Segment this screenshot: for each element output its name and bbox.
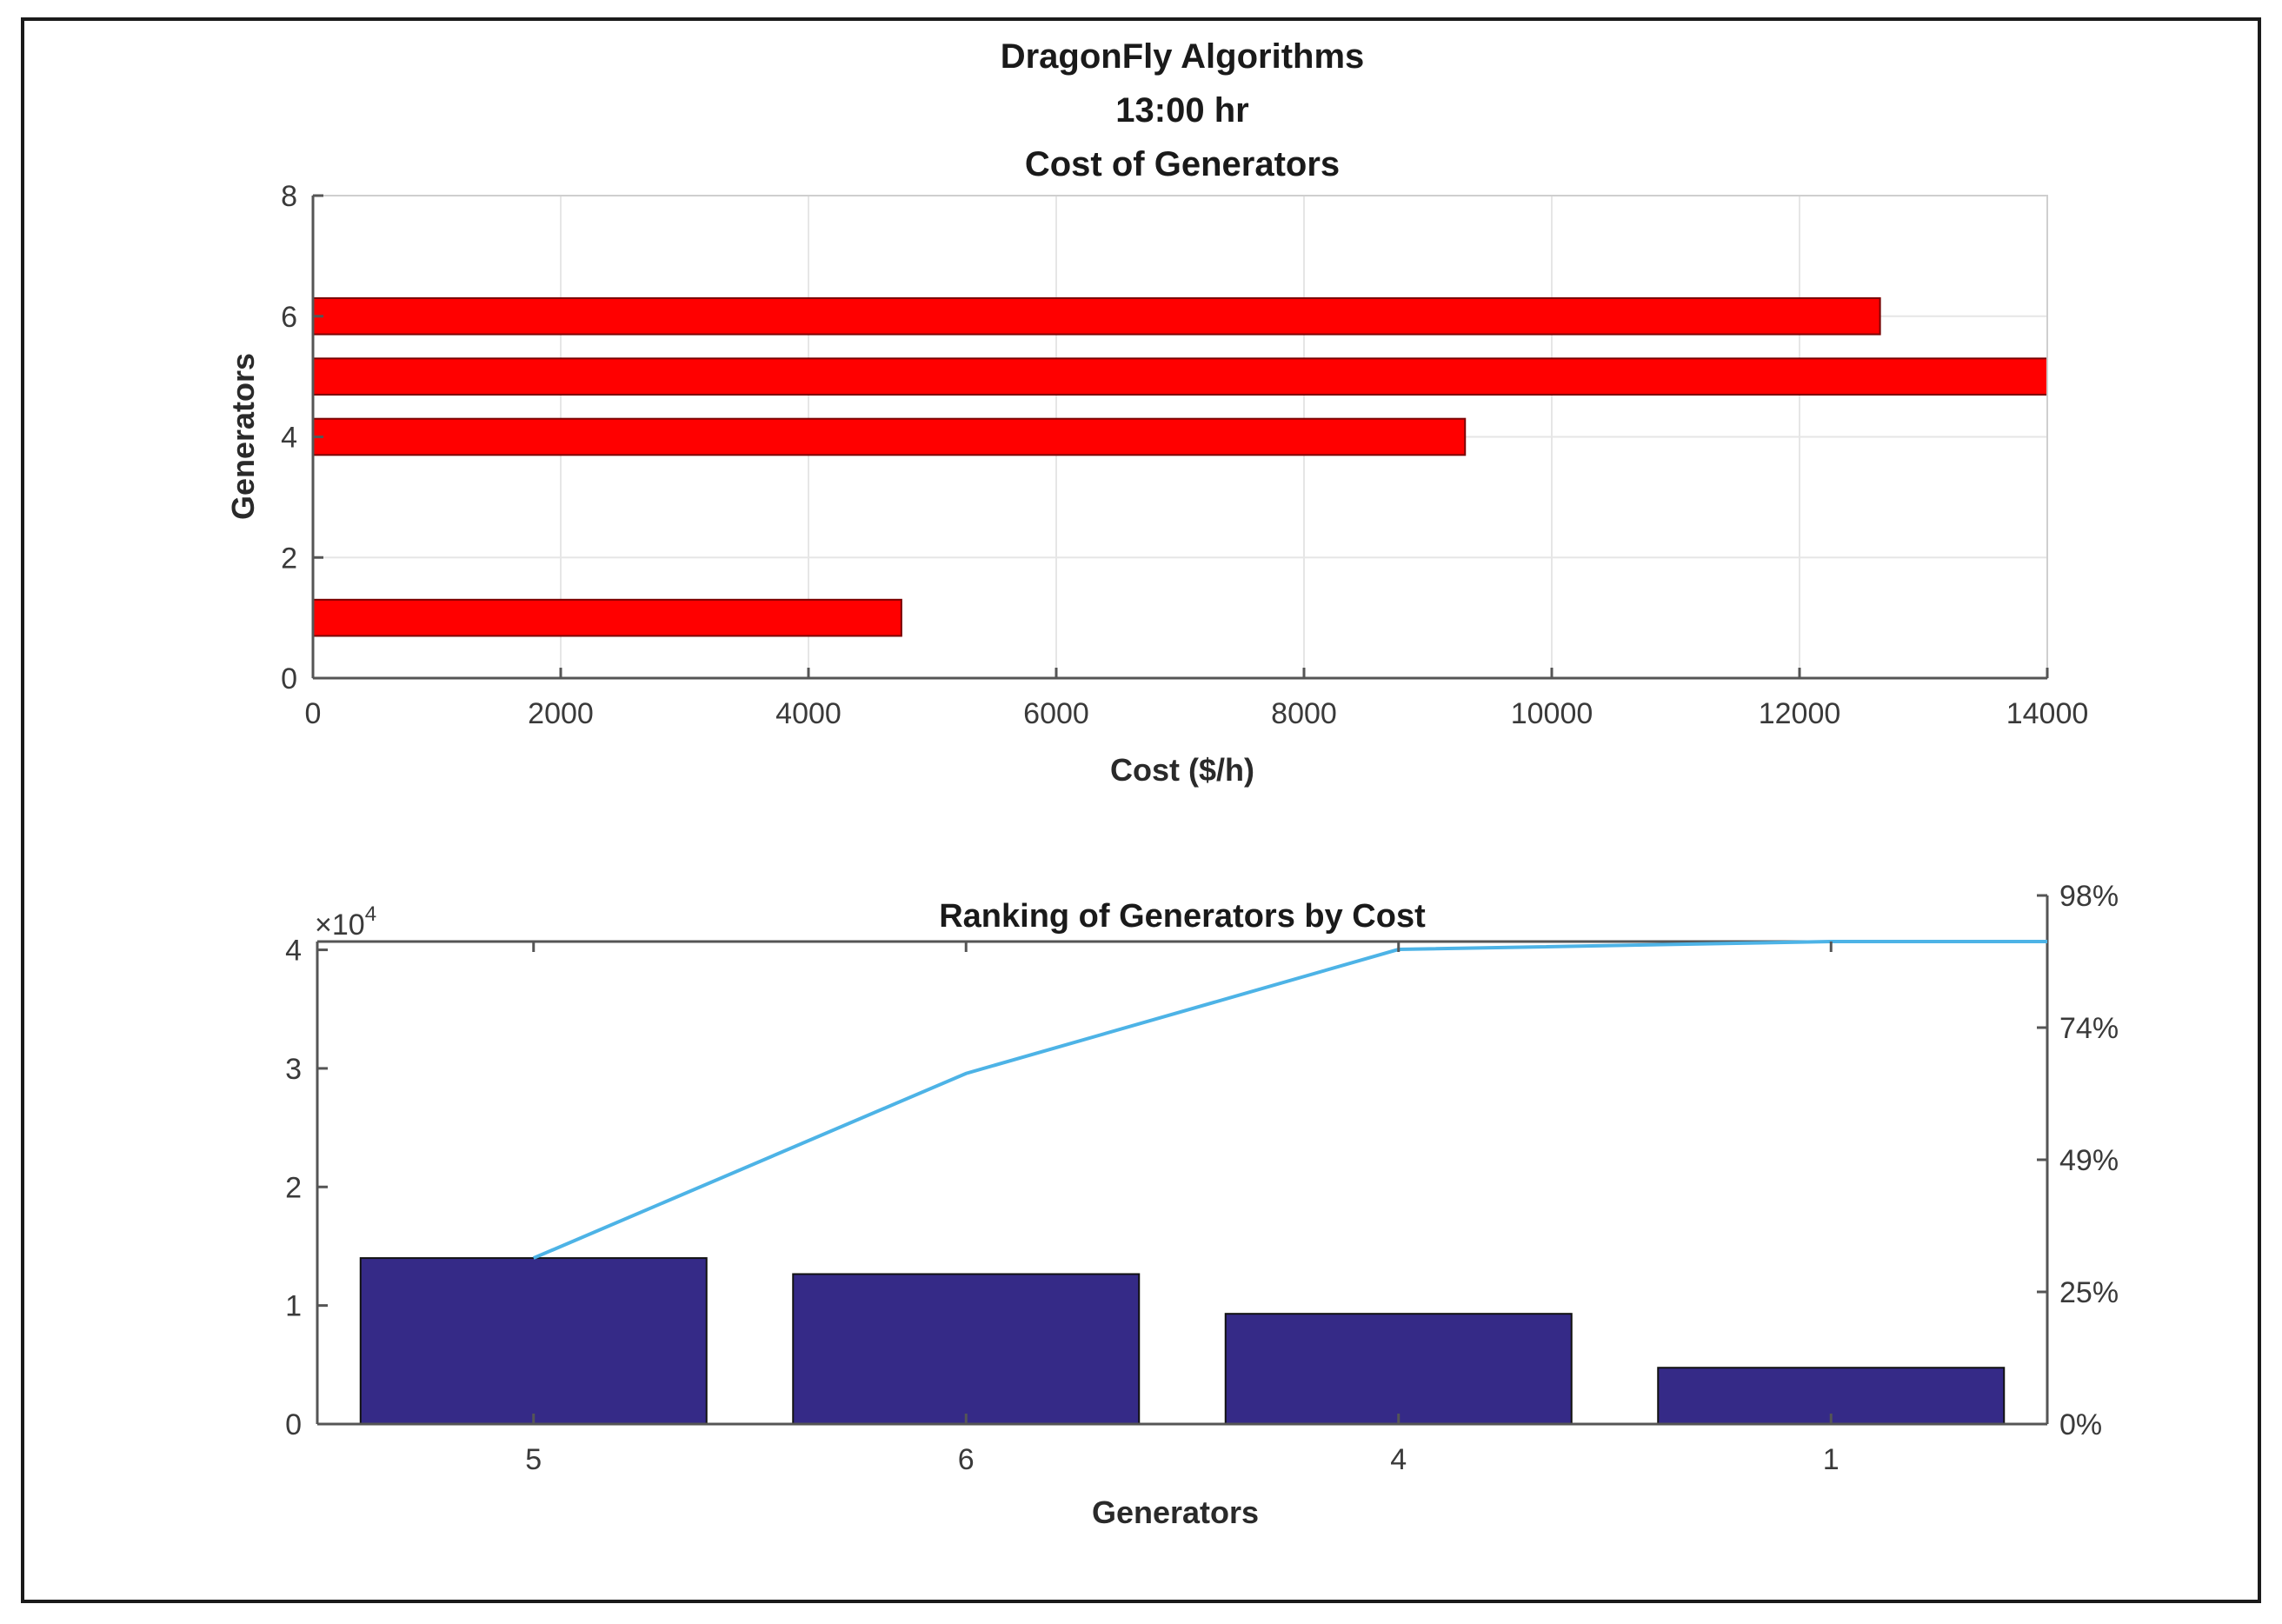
bottom-x-tick-label: 6 — [958, 1443, 975, 1476]
bottom-y2-tick-label: 25% — [2059, 1276, 2119, 1309]
figure-title-line-3: Cost of Generators — [1025, 145, 1340, 183]
top-y-tick-label: 2 — [281, 542, 297, 575]
bottom-y-tick-label: 1 — [285, 1290, 302, 1323]
top-y-tick-label: 4 — [281, 422, 297, 455]
top-bar-generator-5 — [312, 357, 2048, 396]
bottom-chart-title: Ranking of Generators by Cost — [939, 898, 1426, 935]
top-bars — [312, 296, 2048, 637]
bottom-y2-tick-label: 49% — [2059, 1144, 2119, 1177]
bottom-y2-tick-label: 74% — [2059, 1012, 2119, 1045]
top-y-tick-label: 0 — [281, 662, 297, 696]
bottom-y2-ticks: 0% 25% 49% 74% 98% — [2037, 880, 2119, 1441]
top-x-tick-label: 0 — [305, 697, 322, 730]
pareto-bar-generator-6 — [792, 1273, 1141, 1425]
bottom-x-axis-label: Generators — [1092, 1494, 1259, 1530]
bottom-y-tick-label: 2 — [285, 1171, 302, 1204]
top-bar-generator-4 — [312, 417, 1467, 456]
top-y-tick-label: 8 — [281, 180, 297, 213]
bottom-y-tick-label: 3 — [285, 1053, 302, 1086]
bottom-x-tick-label: 5 — [525, 1443, 542, 1476]
bottom-x-tick-label: 1 — [1823, 1443, 1840, 1476]
top-x-tick-label: 2000 — [528, 697, 594, 730]
pareto-bar-generator-4 — [1224, 1313, 1573, 1425]
top-chart: 0 2000 4000 6000 8000 10000 12000 14000 0 2 4 6 8 C… — [225, 180, 2088, 788]
bottom-chart: Ranking of Generators by Cost 5 6 4 1 0 1 2 3 4… — [285, 880, 2119, 1530]
bottom-bars — [359, 1257, 2006, 1426]
bottom-y2-tick-label: 0% — [2059, 1408, 2102, 1441]
figure-frame — [21, 17, 2261, 1603]
top-x-axis-label: Cost ($/h) — [1110, 752, 1254, 788]
top-x-tick-label: 12000 — [1759, 697, 1841, 730]
y-exponent-label: ×104 — [315, 902, 376, 942]
pareto-bar-generator-5 — [359, 1257, 708, 1426]
top-x-tick-label: 14000 — [2006, 697, 2089, 730]
bottom-x-tick-label: 4 — [1390, 1443, 1407, 1476]
top-x-tick-label: 6000 — [1023, 697, 1089, 730]
top-x-tick-label: 4000 — [775, 697, 842, 730]
top-x-tick-label: 8000 — [1271, 697, 1337, 730]
bottom-y-tick-label: 0 — [285, 1408, 302, 1441]
top-y-ticks: 0 2 4 6 8 — [281, 180, 323, 696]
top-x-ticks: 0 2000 4000 6000 8000 10000 12000 14000 — [305, 668, 2089, 730]
top-y-tick-label: 6 — [281, 301, 297, 334]
bottom-y-ticks: 0 1 2 3 4 — [285, 935, 328, 1441]
top-y-axis-label: Generators — [225, 353, 261, 520]
figure-title-line-2: 13:00 hr — [1115, 91, 1248, 130]
figure-title-line-1: DragonFly Algorithms — [1001, 37, 1365, 76]
bottom-y-tick-label: 4 — [285, 935, 302, 968]
top-bar-generator-1 — [312, 598, 902, 637]
top-bar-generator-6 — [312, 296, 1881, 336]
top-x-tick-label: 10000 — [1511, 697, 1593, 730]
bottom-x-ticks: 5 6 4 1 — [525, 942, 1840, 1476]
bottom-y2-tick-label: 98% — [2059, 880, 2119, 913]
